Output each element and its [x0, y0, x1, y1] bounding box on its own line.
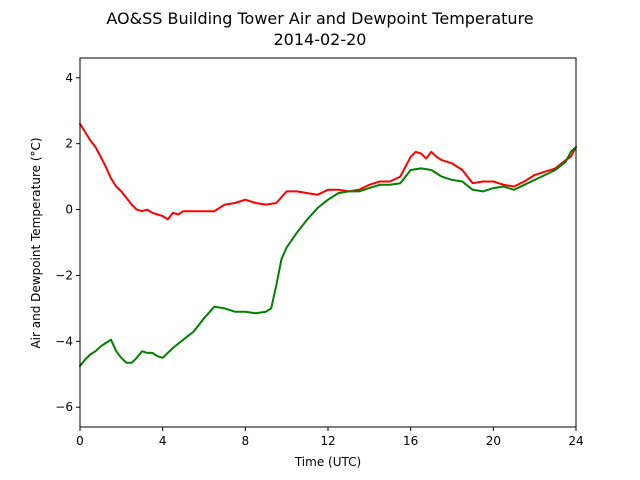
x-tick-label: 0 — [76, 434, 84, 448]
y-tick-label: 2 — [65, 137, 73, 151]
x-axis-label: Time (UTC) — [294, 455, 361, 469]
y-tick-label: −2 — [55, 268, 73, 282]
y-tick-label: −4 — [55, 334, 73, 348]
y-tick-label: −6 — [55, 400, 73, 414]
series-layer — [79, 122, 577, 367]
dewpoint-temperature-line — [79, 146, 577, 367]
y-tick-label: 4 — [65, 71, 73, 85]
y-axis-label: Air and Dewpoint Temperature (°C) — [29, 137, 43, 348]
x-tick-label: 12 — [320, 434, 335, 448]
x-tick-label: 4 — [159, 434, 167, 448]
y-tick-label: 0 — [65, 203, 73, 217]
x-tick-label: 24 — [568, 434, 583, 448]
chart-title: AO&SS Building Tower Air and Dewpoint Te… — [106, 9, 533, 28]
y-axis-ticks: −6 −4 −2 0 2 4 — [55, 71, 80, 414]
x-tick-label: 8 — [242, 434, 250, 448]
air-temperature-line — [79, 122, 577, 221]
x-tick-label: 20 — [486, 434, 501, 448]
chart-subtitle: 2014-02-20 — [274, 30, 367, 49]
x-tick-label: 16 — [403, 434, 418, 448]
x-axis-ticks: 0 4 8 12 16 20 24 — [76, 427, 584, 448]
